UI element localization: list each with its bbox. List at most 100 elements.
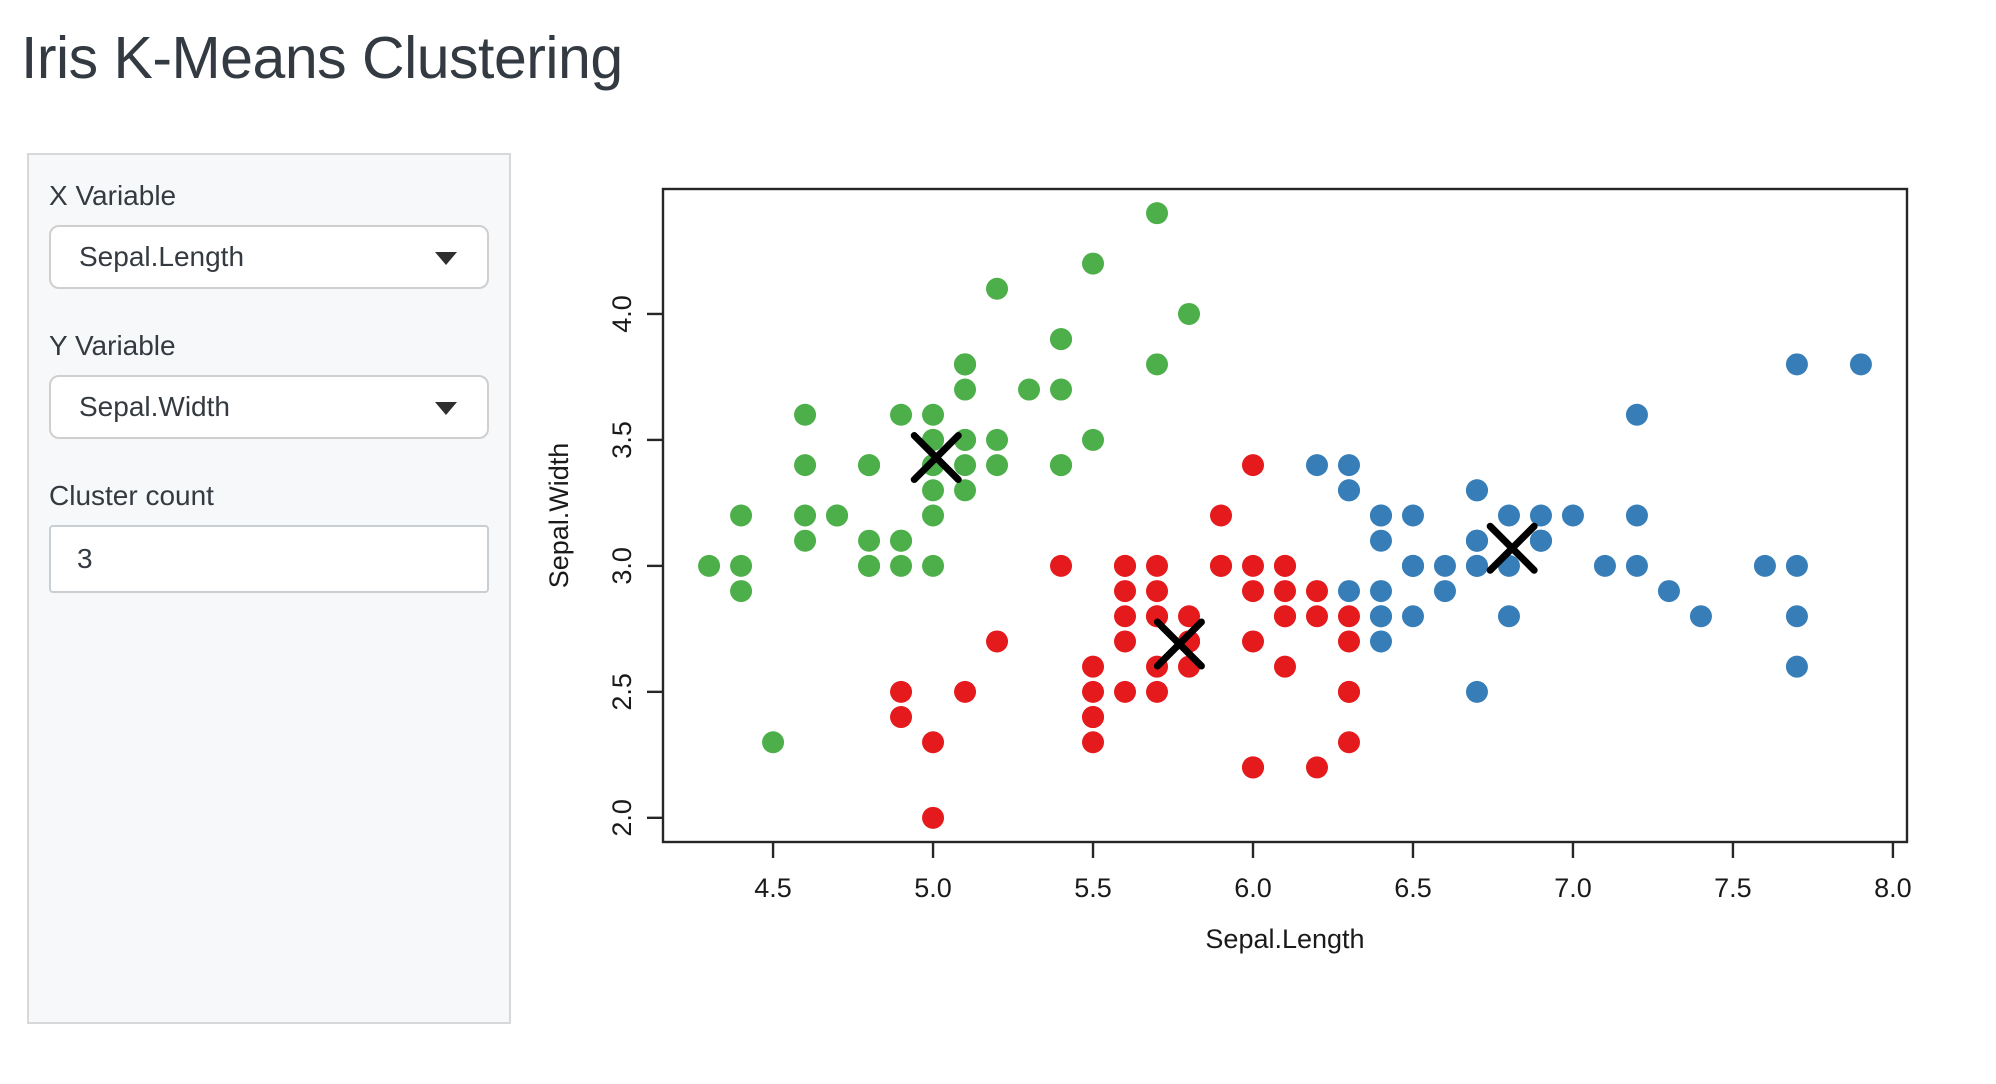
data-point [1337, 454, 1360, 477]
data-point [794, 529, 817, 552]
data-point [922, 403, 945, 426]
data-point [1529, 504, 1552, 527]
data-point [1018, 378, 1041, 401]
data-point [858, 554, 881, 577]
x-variable-group: X Variable Sepal.Length [49, 179, 489, 289]
data-point [762, 731, 785, 754]
data-point [1114, 630, 1137, 653]
data-point [1274, 554, 1296, 577]
data-point [1274, 605, 1296, 628]
data-point [986, 428, 1009, 451]
cluster-center-mark [910, 432, 962, 484]
data-point [986, 630, 1009, 653]
data-point [1337, 479, 1360, 502]
y-variable-selected-value: Sepal.Width [79, 391, 230, 422]
data-point [1210, 504, 1233, 527]
data-point [730, 554, 753, 577]
x-tick-label: 4.5 [754, 873, 792, 903]
x-variable-label: X Variable [49, 180, 177, 211]
data-point [1242, 756, 1265, 779]
data-point [954, 353, 977, 376]
data-point [1114, 680, 1137, 703]
data-point [1465, 479, 1488, 502]
chevron-down-icon [435, 402, 457, 415]
data-point [1305, 756, 1328, 779]
data-point [1242, 554, 1265, 577]
cluster-center-mark [1486, 522, 1538, 574]
data-point [826, 504, 849, 527]
y-tick-label: 3.5 [607, 421, 637, 459]
cluster-count-group: Cluster count [49, 479, 489, 593]
cluster-count-label: Cluster count [49, 480, 214, 511]
data-point [1465, 680, 1488, 703]
data-point [890, 554, 913, 577]
plot-frame [661, 187, 1909, 844]
data-point [954, 454, 977, 477]
data-point [1242, 630, 1265, 653]
data-point [986, 277, 1009, 300]
data-point [1114, 580, 1137, 603]
data-point [1274, 580, 1296, 603]
data-point [1178, 302, 1201, 325]
x-tick-label: 6.5 [1394, 873, 1432, 903]
cluster-count-input[interactable] [49, 525, 489, 593]
data-point [1369, 529, 1392, 552]
cluster-center-mark [1153, 618, 1205, 670]
data-point [1082, 252, 1105, 275]
x-tick-label: 8.0 [1874, 873, 1912, 903]
data-point [1210, 554, 1233, 577]
data-point [730, 580, 753, 603]
x-tick-label: 7.5 [1714, 873, 1752, 903]
data-point [954, 378, 977, 401]
data-point [986, 454, 1009, 477]
data-point [1337, 580, 1360, 603]
data-point [1082, 680, 1105, 703]
data-point [922, 504, 945, 527]
data-point [1689, 605, 1712, 628]
data-point [1082, 428, 1105, 451]
data-point [1337, 630, 1360, 653]
sidebar-panel: X Variable Sepal.Length Y Variable Sepal… [27, 153, 511, 1024]
y-tick-label: 4.0 [607, 295, 637, 333]
data-point [1178, 605, 1201, 628]
x-tick-label: 5.5 [1074, 873, 1112, 903]
data-point [922, 806, 945, 829]
data-point [794, 454, 817, 477]
data-point [1146, 353, 1169, 376]
data-point [794, 504, 817, 527]
x-variable-select[interactable]: Sepal.Length [49, 225, 489, 289]
data-point [1082, 655, 1105, 678]
data-point [1785, 353, 1808, 376]
data-point [1050, 328, 1073, 351]
scatter-plot: 4.5 5.0 5.5 6.0 6.5 7.0 7.5 8.0 2.0 2.5 3.0 3.5 4.0 S… [544, 187, 1912, 954]
data-point [1401, 504, 1424, 527]
data-point [1465, 529, 1488, 552]
data-point [1146, 554, 1169, 577]
data-point [1082, 731, 1105, 754]
chevron-down-icon [435, 252, 457, 265]
data-point [1465, 554, 1488, 577]
y-variable-group: Y Variable Sepal.Width [49, 329, 489, 439]
y-tick-label: 3.0 [607, 547, 637, 585]
data-point [1785, 655, 1808, 678]
x-tick-label: 5.0 [914, 873, 952, 903]
data-point [1337, 605, 1360, 628]
data-point [1146, 680, 1169, 703]
data-point [794, 403, 817, 426]
data-point [1146, 605, 1169, 628]
data-point [1369, 605, 1392, 628]
data-point [1369, 580, 1392, 603]
y-variable-select[interactable]: Sepal.Width [49, 375, 489, 439]
data-point [1497, 504, 1520, 527]
data-point [1401, 605, 1424, 628]
data-point [1401, 554, 1424, 577]
y-tick-label: 2.5 [607, 673, 637, 711]
data-point [1593, 554, 1616, 577]
y-tick-label: 2.0 [607, 799, 637, 837]
data-point [1050, 378, 1073, 401]
data-point [1561, 504, 1584, 527]
data-point [858, 454, 881, 477]
data-point [1625, 554, 1648, 577]
data-point [1114, 554, 1137, 577]
data-point [922, 731, 945, 754]
